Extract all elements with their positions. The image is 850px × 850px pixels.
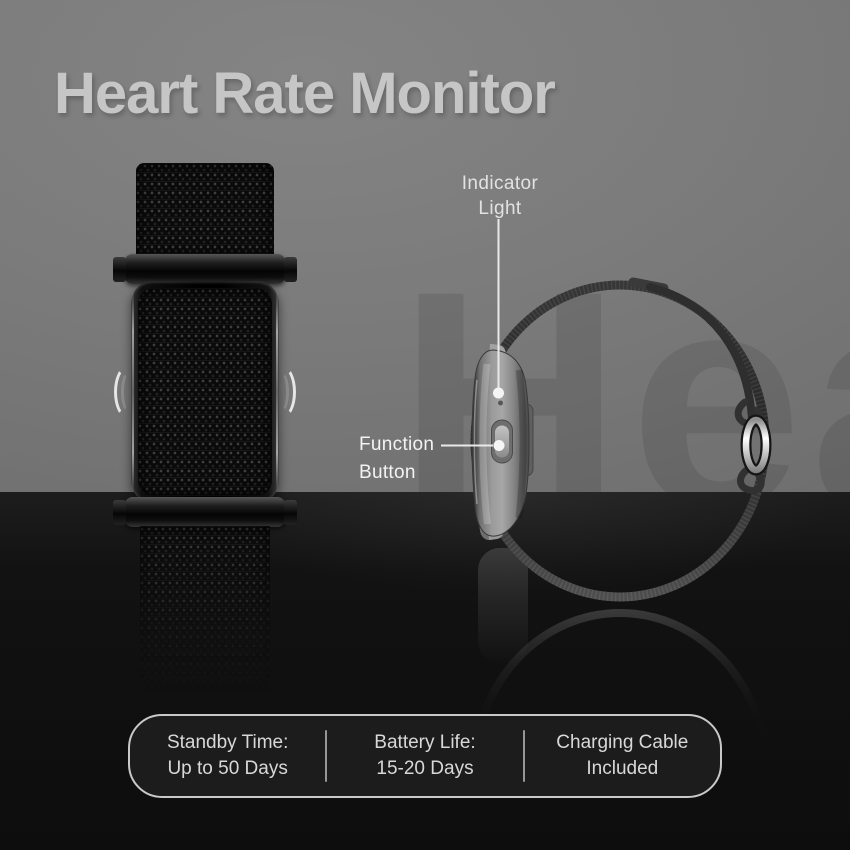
function-button-label-line1: Function xyxy=(359,434,435,455)
indicator-light-label: Indicator Light xyxy=(410,171,590,221)
spec-bar: Standby Time: Up to 50 Days Battery Life… xyxy=(128,714,722,798)
front-buckle-top-cap-left xyxy=(113,257,126,282)
case-ring-arc-left xyxy=(114,366,140,418)
function-button-label-line2: Button xyxy=(359,462,416,483)
front-body-strap-texture xyxy=(138,288,272,496)
side-body-sheen xyxy=(479,363,491,525)
indicator-annotation-dot xyxy=(493,387,504,399)
band-end-strand xyxy=(646,283,756,422)
metal-ring-clasp xyxy=(734,398,772,495)
spec-item-standby: Standby Time: Up to 50 Days xyxy=(130,730,325,782)
indicator-light-label-line2: Light xyxy=(478,198,522,219)
spec-divider xyxy=(522,730,525,782)
spec-label: Standby Time: xyxy=(166,732,289,753)
indicator-light-dot xyxy=(498,400,503,406)
spec-item-battery: Battery Life: 15-20 Days xyxy=(327,730,522,782)
side-body-right-shade xyxy=(515,369,527,519)
front-strap-top xyxy=(136,163,274,259)
page-title: Heart Rate Monitor xyxy=(54,61,556,126)
function-annotation-dot xyxy=(493,440,505,451)
front-buckle-bottom xyxy=(124,497,286,527)
spec-value: Up to 50 Days xyxy=(167,758,288,779)
spec-value: 15-20 Days xyxy=(376,758,474,779)
side-body-edge-highlight xyxy=(473,379,478,505)
front-buckle-bottom-cap-left xyxy=(113,500,126,525)
spec-label: Battery Life: xyxy=(374,732,476,753)
front-strap-bottom-fading xyxy=(140,526,270,701)
front-buckle-top-cap-right xyxy=(284,257,297,282)
case-ring-arc-right xyxy=(270,366,296,418)
front-buckle-top xyxy=(124,254,286,284)
indicator-light-label-line1: Indicator xyxy=(461,173,539,194)
spec-label: Charging Cable xyxy=(556,732,689,753)
body-reflection xyxy=(478,548,528,663)
spec-item-charging: Charging Cable Included xyxy=(525,730,720,782)
front-buckle-bottom-cap-right xyxy=(284,500,297,525)
spec-divider xyxy=(325,730,328,782)
function-button-label: Function Button xyxy=(359,431,434,487)
spec-value: Included xyxy=(586,758,659,779)
tracker-front-view xyxy=(112,160,298,720)
